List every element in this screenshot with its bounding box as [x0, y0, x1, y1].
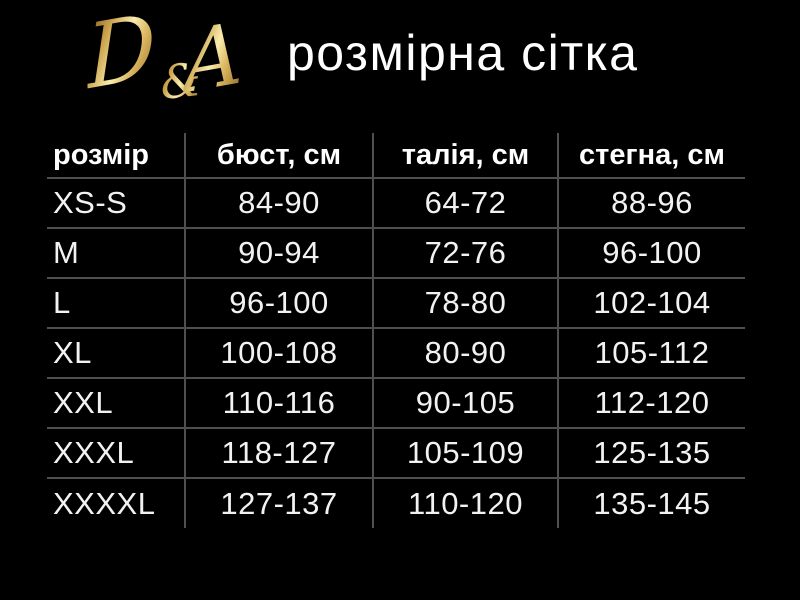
- size-cell: L: [47, 278, 186, 329]
- table-row: L 96-100 78-80 102-104: [47, 278, 745, 329]
- hips-cell: 125-135: [558, 428, 745, 479]
- table-row: XXXXL 127-137 110-120 135-145: [47, 478, 745, 528]
- size-cell: XL: [47, 328, 186, 379]
- page-title: розмірна сітка: [287, 25, 639, 81]
- column-header-hips: стегна, см: [558, 133, 745, 179]
- size-table: розмір бюст, см талія, см стегна, см XS-…: [47, 133, 745, 528]
- bust-cell: 96-100: [185, 278, 374, 329]
- bust-cell: 110-116: [185, 378, 374, 429]
- table-row: XXXL 118-127 105-109 125-135: [47, 428, 745, 479]
- waist-cell: 105-109: [373, 428, 559, 479]
- size-cell: M: [47, 228, 186, 279]
- size-cell: XS-S: [47, 178, 186, 229]
- hips-cell: 135-145: [593, 485, 711, 521]
- size-cell: XXL: [47, 378, 186, 429]
- logo-letter-a: A: [180, 3, 244, 113]
- hips-cell: 105-112: [558, 328, 745, 379]
- brand-header: D & A розмірна сітка: [0, 0, 800, 125]
- waist-cell: 64-72: [373, 178, 559, 229]
- hips-cell: 112-120: [558, 378, 745, 429]
- waist-cell: 110-120: [373, 478, 559, 528]
- hips-cell: 102-104: [558, 278, 745, 329]
- table-row: M 90-94 72-76 96-100: [47, 228, 745, 279]
- logo-letter-d: D: [84, 0, 158, 110]
- bust-cell: 90-94: [185, 228, 374, 279]
- brand-logo: D & A: [78, 0, 273, 118]
- waist-cell: 90-105: [373, 378, 559, 429]
- waist-cell: 80-90: [373, 328, 559, 379]
- hips-cell: 88-96: [558, 178, 745, 229]
- bust-cell: 84-90: [185, 178, 374, 229]
- waist-cell: 72-76: [373, 228, 559, 279]
- table-row: XS-S 84-90 64-72 88-96: [47, 178, 745, 229]
- column-header-waist: талія, см: [373, 133, 559, 179]
- table-row: XXL 110-116 90-105 112-120: [47, 378, 745, 429]
- hips-cell: 96-100: [558, 228, 745, 279]
- size-cell: XXXXL: [47, 478, 186, 528]
- column-header-size: розмір: [47, 133, 186, 179]
- bust-cell: 127-137: [185, 478, 374, 528]
- bust-cell: 118-127: [185, 428, 374, 479]
- table-row: XL 100-108 80-90 105-112: [47, 328, 745, 379]
- bust-cell: 100-108: [185, 328, 374, 379]
- column-header-bust: бюст, см: [185, 133, 374, 179]
- waist-cell: 78-80: [373, 278, 559, 329]
- table-header-row: розмір бюст, см талія, см стегна, см: [47, 133, 745, 179]
- size-cell: XXXL: [47, 428, 186, 479]
